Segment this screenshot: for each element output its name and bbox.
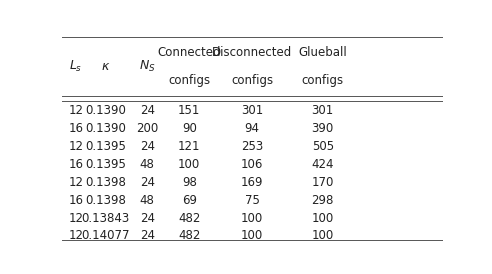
Text: 24: 24 xyxy=(140,140,155,153)
Text: 121: 121 xyxy=(178,140,200,153)
Text: 0.1390: 0.1390 xyxy=(85,104,126,117)
Text: 505: 505 xyxy=(311,140,334,153)
Text: 94: 94 xyxy=(245,122,260,135)
Text: Glueball: Glueball xyxy=(298,46,347,59)
Text: 12: 12 xyxy=(69,229,84,242)
Text: 12: 12 xyxy=(69,176,84,189)
Text: $\kappa$: $\kappa$ xyxy=(101,60,110,73)
Text: 16: 16 xyxy=(69,158,84,171)
Text: 12: 12 xyxy=(69,212,84,224)
Text: 298: 298 xyxy=(311,194,334,207)
Text: configs: configs xyxy=(302,74,344,87)
Text: 69: 69 xyxy=(182,194,197,207)
Text: Disconnected: Disconnected xyxy=(212,46,292,59)
Text: 16: 16 xyxy=(69,194,84,207)
Text: 0.1395: 0.1395 xyxy=(85,158,126,171)
Text: 106: 106 xyxy=(241,158,263,171)
Text: Connected: Connected xyxy=(157,46,221,59)
Text: 200: 200 xyxy=(136,122,158,135)
Text: 16: 16 xyxy=(69,122,84,135)
Text: 12: 12 xyxy=(69,140,84,153)
Text: 100: 100 xyxy=(311,212,334,224)
Text: 100: 100 xyxy=(241,229,263,242)
Text: $N_S$: $N_S$ xyxy=(139,59,155,74)
Text: 0.1398: 0.1398 xyxy=(85,176,126,189)
Text: 151: 151 xyxy=(178,104,200,117)
Text: 0.1395: 0.1395 xyxy=(85,140,126,153)
Text: 0.1398: 0.1398 xyxy=(85,194,126,207)
Text: 48: 48 xyxy=(140,194,154,207)
Text: 100: 100 xyxy=(178,158,200,171)
Text: 100: 100 xyxy=(311,229,334,242)
Text: 482: 482 xyxy=(178,212,200,224)
Text: 482: 482 xyxy=(178,229,200,242)
Text: 0.13843: 0.13843 xyxy=(81,212,129,224)
Text: 75: 75 xyxy=(245,194,260,207)
Text: 301: 301 xyxy=(241,104,263,117)
Text: 301: 301 xyxy=(311,104,334,117)
Text: 24: 24 xyxy=(140,176,155,189)
Text: $L_s$: $L_s$ xyxy=(69,59,83,74)
Text: 24: 24 xyxy=(140,104,155,117)
Text: 169: 169 xyxy=(241,176,263,189)
Text: 24: 24 xyxy=(140,229,155,242)
Text: 12: 12 xyxy=(69,104,84,117)
Text: configs: configs xyxy=(231,74,273,87)
Text: 90: 90 xyxy=(182,122,197,135)
Text: 0.1390: 0.1390 xyxy=(85,122,126,135)
Text: 24: 24 xyxy=(140,212,155,224)
Text: 98: 98 xyxy=(182,176,197,189)
Text: 253: 253 xyxy=(241,140,263,153)
Text: 170: 170 xyxy=(311,176,334,189)
Text: 0.14077: 0.14077 xyxy=(81,229,129,242)
Text: configs: configs xyxy=(168,74,210,87)
Text: 100: 100 xyxy=(241,212,263,224)
Text: 48: 48 xyxy=(140,158,154,171)
Text: 424: 424 xyxy=(311,158,334,171)
Text: 390: 390 xyxy=(311,122,334,135)
